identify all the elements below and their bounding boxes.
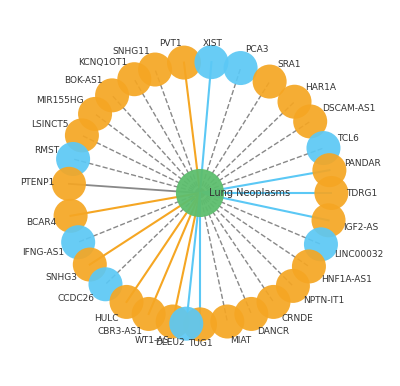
Point	[123, 299, 130, 305]
Text: TCL6: TCL6	[337, 134, 359, 143]
Point	[79, 132, 85, 139]
Point	[70, 156, 76, 162]
Text: SNHG11: SNHG11	[112, 47, 150, 56]
Text: HAR1A: HAR1A	[305, 83, 336, 91]
Point	[197, 321, 203, 327]
Text: DLEU2: DLEU2	[155, 338, 185, 347]
Text: HNF1A-AS1: HNF1A-AS1	[321, 274, 372, 284]
Text: IFNG-AS1: IFNG-AS1	[22, 248, 65, 257]
Text: Lung Neoplasms: Lung Neoplasms	[209, 188, 290, 198]
Point	[68, 213, 74, 219]
Point	[306, 263, 312, 269]
Point	[266, 78, 273, 85]
Text: XIST: XIST	[203, 39, 223, 47]
Text: PTENP1: PTENP1	[20, 178, 54, 187]
Text: SRA1: SRA1	[277, 60, 301, 69]
Point	[75, 239, 81, 245]
Point	[183, 321, 190, 327]
Point	[320, 145, 327, 151]
Point	[87, 261, 93, 267]
Text: PVT1: PVT1	[160, 39, 182, 48]
Point	[291, 99, 298, 105]
Text: CRNDE: CRNDE	[282, 314, 313, 323]
Point	[224, 318, 230, 325]
Text: TUG1: TUG1	[188, 339, 212, 348]
Point	[248, 311, 254, 317]
Point	[66, 181, 72, 187]
Point	[307, 119, 313, 125]
Text: TDRG1: TDRG1	[346, 188, 377, 198]
Text: PANDAR: PANDAR	[344, 159, 380, 168]
Point	[109, 92, 115, 98]
Text: IGF2-AS: IGF2-AS	[343, 223, 378, 232]
Text: LSINCT5: LSINCT5	[31, 120, 69, 129]
Point	[181, 59, 187, 66]
Point	[318, 241, 324, 247]
Point	[238, 65, 244, 71]
Point	[170, 318, 176, 325]
Text: RMST: RMST	[34, 146, 59, 155]
Point	[328, 190, 334, 196]
Text: PCA3: PCA3	[245, 45, 269, 54]
Text: CCDC26: CCDC26	[58, 295, 95, 303]
Text: WT1-AS: WT1-AS	[135, 336, 170, 345]
Point	[325, 217, 332, 223]
Text: SNHG3: SNHG3	[46, 273, 78, 281]
Text: KCNQ1OT1: KCNQ1OT1	[78, 58, 127, 66]
Point	[92, 111, 98, 117]
Text: BCAR4: BCAR4	[26, 218, 56, 227]
Point	[290, 283, 296, 289]
Point	[208, 59, 215, 65]
Text: HULC: HULC	[94, 314, 118, 323]
Point	[146, 311, 152, 317]
Point	[131, 76, 138, 82]
Text: DSCAM-AS1: DSCAM-AS1	[322, 105, 376, 113]
Text: MIR155HG: MIR155HG	[36, 96, 84, 105]
Point	[102, 281, 109, 287]
Point	[197, 190, 203, 196]
Text: MIAT: MIAT	[230, 336, 252, 345]
Point	[270, 299, 277, 305]
Text: LINC00032: LINC00032	[334, 250, 384, 259]
Text: BOK-AS1: BOK-AS1	[64, 76, 102, 85]
Text: CBR3-AS1: CBR3-AS1	[98, 327, 143, 336]
Text: DANCR: DANCR	[257, 327, 289, 336]
Point	[326, 167, 332, 173]
Text: NPTN-IT1: NPTN-IT1	[303, 296, 344, 305]
Point	[152, 66, 158, 73]
